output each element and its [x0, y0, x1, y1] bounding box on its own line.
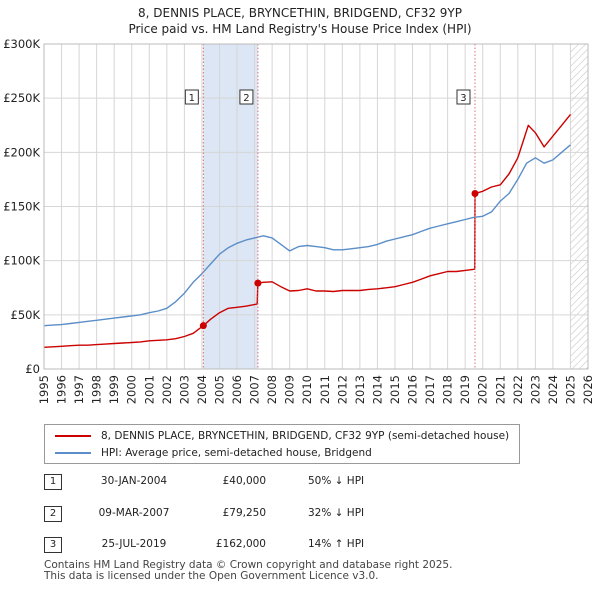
- x-tick-label: 2022: [511, 375, 525, 404]
- x-tick-label: 1997: [72, 375, 86, 404]
- sale-label: 3: [460, 93, 466, 104]
- x-tick-label: 2006: [230, 375, 244, 404]
- x-tick-label: 2020: [476, 375, 490, 404]
- x-tick-label: 1999: [107, 375, 121, 404]
- sale-hpi-diff: 50% ↓ HPI: [308, 475, 365, 487]
- x-tick-label: 2005: [212, 375, 226, 404]
- sale-point: [199, 322, 207, 330]
- x-tick-label: 2010: [300, 375, 314, 404]
- price-chart: 1 2 3 £0 £50K £100K £150K £200K £250K £300K 1995 1…: [3, 37, 595, 404]
- legend-item-hpi: HPI: Average price, semi-detached house,…: [55, 445, 372, 461]
- x-tick-label: 2009: [283, 375, 297, 404]
- x-tick-label: 2002: [160, 375, 174, 404]
- legend: 8, DENNIS PLACE, BRYNCETHIN, BRIDGEND, C…: [44, 424, 520, 464]
- sale-label: 2: [243, 93, 249, 104]
- x-tick-label: 2018: [441, 375, 455, 404]
- sale-point: [471, 190, 479, 197]
- sale-row: 2 09-MAR-2007 £79,250 32% ↓ HPI: [44, 504, 404, 524]
- sale-point: [254, 279, 262, 287]
- x-tick-label: 1996: [55, 375, 69, 404]
- footer-line-2: This data is licensed under the Open Gov…: [44, 570, 379, 582]
- sale-number-badge: 1: [44, 474, 62, 490]
- sale-price: £40,000: [222, 475, 266, 487]
- x-tick-label: 2004: [195, 375, 209, 404]
- hpi-line: [43, 144, 571, 327]
- sale-number-badge: 2: [44, 506, 62, 522]
- legend-property-label: 8, DENNIS PLACE, BRYNCETHIN, BRIDGEND, C…: [101, 430, 510, 442]
- x-tick-label: 1995: [37, 375, 51, 404]
- sale-date: 30-JAN-2004: [100, 475, 168, 487]
- sale-label-box: [184, 89, 199, 105]
- x-tick-label: 2014: [370, 375, 384, 404]
- x-tick-label: 2003: [177, 375, 191, 404]
- sale-date: 25-JUL-2019: [101, 538, 167, 550]
- x-tick-label: 2011: [318, 375, 332, 404]
- x-tick-label: 2015: [388, 375, 402, 404]
- footer-line-1: Contains HM Land Registry data © Crown c…: [44, 559, 453, 571]
- x-tick-label: 2024: [546, 375, 560, 404]
- x-tick-label: 2021: [493, 375, 507, 404]
- sale-row: 1 30-JAN-2004 £40,000 50% ↓ HPI: [44, 472, 404, 492]
- x-tick-label: 2000: [125, 375, 139, 404]
- plot-border: [43, 43, 589, 370]
- x-tick-label: 2013: [353, 375, 367, 404]
- sale-price: £162,000: [215, 538, 266, 550]
- y-tick-label: £250K: [3, 91, 40, 105]
- x-tick-label: 2012: [335, 375, 349, 404]
- chart-title: 8, DENNIS PLACE, BRYNCETHIN, BRIDGEND, C…: [0, 5, 600, 37]
- y-tick-label: £200K: [3, 145, 40, 159]
- title-line-1: 8, DENNIS PLACE, BRYNCETHIN, BRIDGEND, C…: [137, 6, 462, 20]
- x-tick-label: 2019: [458, 375, 472, 404]
- x-tick-label: 1998: [90, 375, 104, 404]
- x-tick-label: 2023: [528, 375, 542, 404]
- footer-attribution: Contains HM Land Registry data © Crown c…: [44, 560, 452, 582]
- y-tick-label: £50K: [11, 308, 41, 322]
- sale-date: 09-MAR-2007: [98, 507, 170, 519]
- x-tick-label: 2017: [423, 375, 437, 404]
- hpi-line-swatch: [55, 452, 91, 454]
- x-tick-label: 2016: [406, 375, 420, 404]
- legend-hpi-label: HPI: Average price, semi-detached house,…: [101, 447, 372, 459]
- sale-hpi-diff: 32% ↓ HPI: [308, 507, 365, 519]
- sale-label-box: [456, 89, 471, 105]
- legend-item-property: 8, DENNIS PLACE, BRYNCETHIN, BRIDGEND, C…: [55, 428, 509, 444]
- sale-price: £79,250: [222, 507, 266, 519]
- sale-number-badge: 3: [44, 537, 62, 553]
- x-tick-label: 2008: [265, 375, 279, 404]
- x-tick-label: 2026: [581, 375, 595, 404]
- sale-hpi-diff: 14% ↑ HPI: [308, 538, 365, 550]
- property-line: [43, 113, 572, 348]
- x-tick-label: 2025: [563, 375, 577, 404]
- sale-label: 1: [189, 93, 195, 104]
- x-tick-label: 2007: [248, 375, 262, 404]
- y-tick-label: £300K: [3, 37, 40, 51]
- title-line-2: Price paid vs. HM Land Registry's House …: [128, 22, 472, 36]
- sale-row: 3 25-JUL-2019 £162,000 14% ↑ HPI: [44, 535, 404, 555]
- y-tick-label: £0: [25, 362, 40, 376]
- sale-label-box: [239, 89, 254, 105]
- y-tick-label: £100K: [3, 254, 40, 268]
- property-line-swatch: [55, 435, 91, 437]
- y-tick-label: £150K: [3, 200, 40, 214]
- x-tick-label: 2001: [142, 375, 156, 404]
